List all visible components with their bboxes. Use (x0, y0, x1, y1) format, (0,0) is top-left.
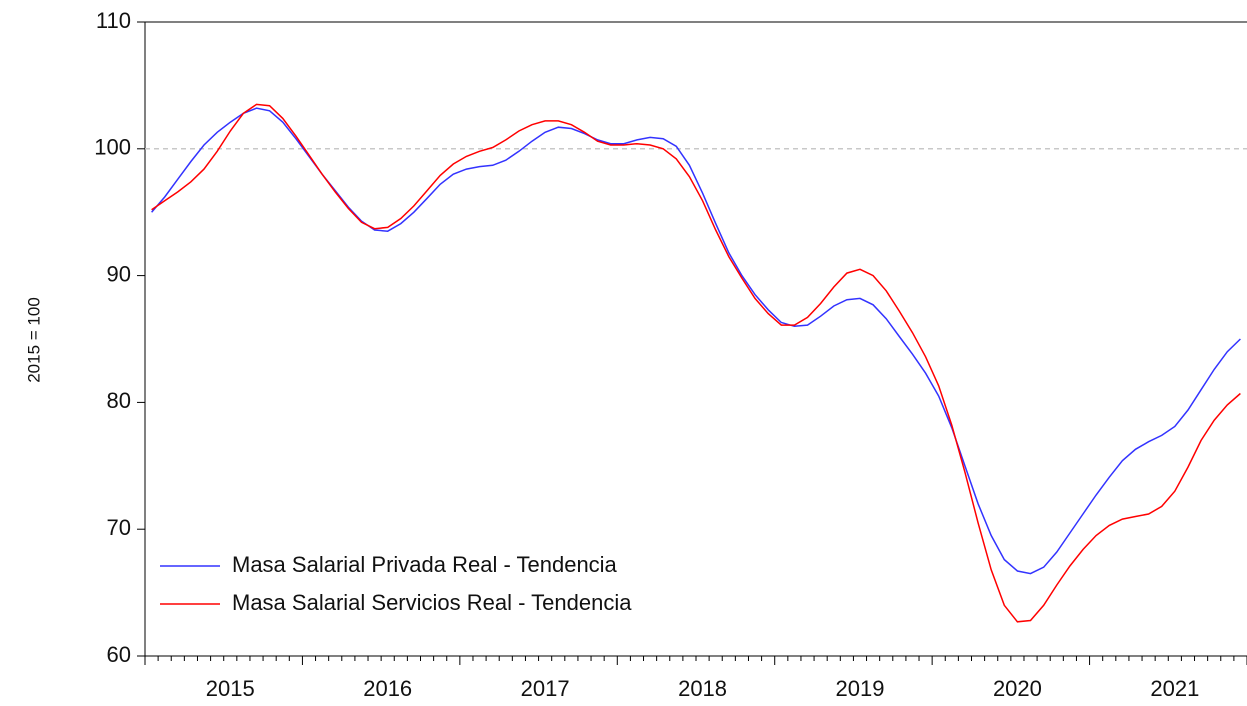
y-tick-label: 80 (107, 388, 131, 413)
x-tick-label: 2021 (1150, 676, 1199, 701)
x-tick-label: 2018 (678, 676, 727, 701)
x-tick-label: 2020 (993, 676, 1042, 701)
x-tick-label: 2017 (521, 676, 570, 701)
y-tick-label: 90 (107, 261, 131, 286)
x-tick-label: 2015 (206, 676, 255, 701)
x-tick-label: 2019 (836, 676, 885, 701)
y-tick-label: 60 (107, 642, 131, 667)
series-line (151, 103, 1241, 623)
legend-label: Masa Salarial Servicios Real - Tendencia (232, 590, 632, 615)
x-tick-label: 2016 (363, 676, 412, 701)
y-tick-label: 100 (94, 135, 131, 160)
y-tick-label: 70 (107, 515, 131, 540)
y-axis-label: 2015 = 100 (24, 297, 43, 383)
legend-label: Masa Salarial Privada Real - Tendencia (232, 552, 618, 577)
series-line (151, 107, 1241, 575)
y-tick-label: 110 (96, 8, 131, 33)
